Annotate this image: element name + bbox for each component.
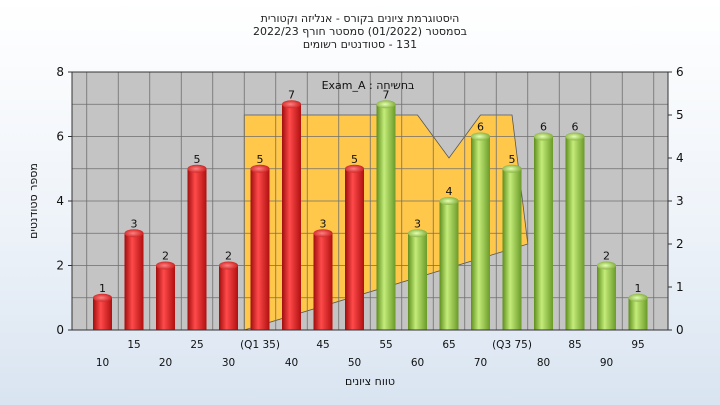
x-tick-label: 65 bbox=[442, 339, 455, 351]
bar-value-label: 7 bbox=[288, 88, 295, 101]
bar-top bbox=[376, 100, 396, 109]
bar bbox=[282, 104, 301, 330]
bar-top bbox=[439, 197, 459, 205]
bar bbox=[313, 233, 333, 330]
y2-tick-label: 0 bbox=[676, 323, 684, 337]
x-tick-label: (Q3 75) bbox=[492, 339, 532, 351]
bar-value-label: 1 bbox=[99, 282, 106, 295]
x-tick-label: 10 bbox=[96, 357, 109, 369]
bar-top bbox=[534, 132, 553, 141]
bar-value-label: 2 bbox=[162, 250, 169, 263]
bar-value-label: 6 bbox=[572, 121, 579, 134]
y2-tick-label: 1 bbox=[676, 280, 684, 294]
y2-tick-label: 3 bbox=[676, 194, 684, 208]
x-tick-label: 95 bbox=[631, 339, 644, 351]
bar-value-label: 4 bbox=[446, 185, 453, 198]
x-tick-label: 15 bbox=[127, 339, 140, 351]
x-tick-label: 85 bbox=[568, 339, 581, 351]
bar-top bbox=[565, 132, 585, 141]
bar-top bbox=[124, 229, 144, 238]
x-tick-label: 80 bbox=[537, 357, 550, 369]
bar-top bbox=[502, 164, 522, 173]
bar-value-label: 5 bbox=[194, 153, 201, 166]
bar bbox=[597, 265, 616, 330]
x-tick-label: 70 bbox=[474, 357, 487, 369]
bar bbox=[534, 136, 553, 330]
y-tick-label: 2 bbox=[56, 259, 64, 273]
bar-value-label: 7 bbox=[383, 88, 390, 101]
bar bbox=[408, 233, 427, 330]
bar-top bbox=[597, 261, 616, 270]
bar-value-label: 5 bbox=[509, 153, 516, 166]
y-axis-title: מספר סטודנטים bbox=[27, 163, 40, 239]
bar-value-label: 3 bbox=[131, 217, 138, 230]
x-tick-label: 50 bbox=[348, 357, 361, 369]
x-tick-label: 55 bbox=[379, 339, 392, 351]
x-tick-label: 30 bbox=[222, 357, 235, 369]
bar bbox=[187, 168, 207, 330]
y2-tick-label: 5 bbox=[676, 108, 684, 122]
y2-tick-label: 4 bbox=[676, 151, 684, 165]
bar-top bbox=[282, 100, 301, 109]
y-tick-label: 6 bbox=[56, 130, 64, 144]
bar-value-label: 5 bbox=[351, 153, 358, 166]
x-tick-label: 90 bbox=[600, 357, 613, 369]
legend-label: Exam_A : בחשיחה bbox=[322, 79, 415, 92]
x-axis-title: טווח ציונים bbox=[345, 375, 395, 388]
chart-title-line-3: 131 - סטודנטים רשומים bbox=[302, 38, 418, 51]
bar bbox=[376, 104, 396, 330]
bar-value-label: 6 bbox=[540, 121, 547, 134]
bar bbox=[219, 265, 238, 330]
bar-value-label: 3 bbox=[414, 217, 421, 230]
bar bbox=[250, 168, 270, 330]
bar bbox=[93, 297, 112, 330]
bar bbox=[565, 136, 585, 330]
y-tick-label: 0 bbox=[56, 323, 64, 337]
y-tick-label: 4 bbox=[56, 194, 64, 208]
y2-tick-label: 2 bbox=[676, 237, 684, 251]
bar-value-label: 2 bbox=[225, 250, 232, 263]
bar bbox=[439, 201, 459, 330]
bar bbox=[502, 168, 522, 330]
x-tick-label: 60 bbox=[411, 357, 424, 369]
bar-value-label: 5 bbox=[257, 153, 264, 166]
bar bbox=[471, 136, 490, 330]
bar-value-label: 2 bbox=[603, 250, 610, 263]
chart-title-line-2: בסמסטר (01/2022) סמסטר חורף 2022/23 bbox=[253, 25, 467, 38]
x-tick-label: (Q1 35) bbox=[240, 339, 280, 351]
bar-value-label: 1 bbox=[635, 282, 642, 295]
x-tick-label: 25 bbox=[190, 339, 203, 351]
bar bbox=[345, 168, 364, 330]
y2-tick-label: 6 bbox=[676, 65, 684, 79]
chart-title-line-1: היסטוגרמת ציונים בקורס - אנליזה וקטורית bbox=[260, 12, 460, 25]
y-tick-label: 8 bbox=[56, 65, 64, 79]
bar-top bbox=[219, 261, 238, 270]
bar bbox=[628, 297, 648, 330]
bar bbox=[156, 265, 175, 330]
bar-top bbox=[628, 293, 648, 302]
bar-top bbox=[187, 164, 207, 173]
bar bbox=[124, 233, 144, 330]
x-tick-label: 40 bbox=[285, 357, 298, 369]
bar-value-label: 6 bbox=[477, 121, 484, 134]
x-tick-label: 20 bbox=[159, 357, 172, 369]
bar-top bbox=[408, 229, 427, 238]
bar-top bbox=[250, 164, 270, 173]
x-tick-label: 45 bbox=[316, 339, 329, 351]
bar-top bbox=[471, 132, 490, 141]
bar-top bbox=[313, 229, 333, 238]
bar-top bbox=[345, 164, 364, 173]
bar-top bbox=[156, 261, 175, 270]
bar-value-label: 3 bbox=[320, 217, 327, 230]
bar-top bbox=[93, 293, 112, 302]
